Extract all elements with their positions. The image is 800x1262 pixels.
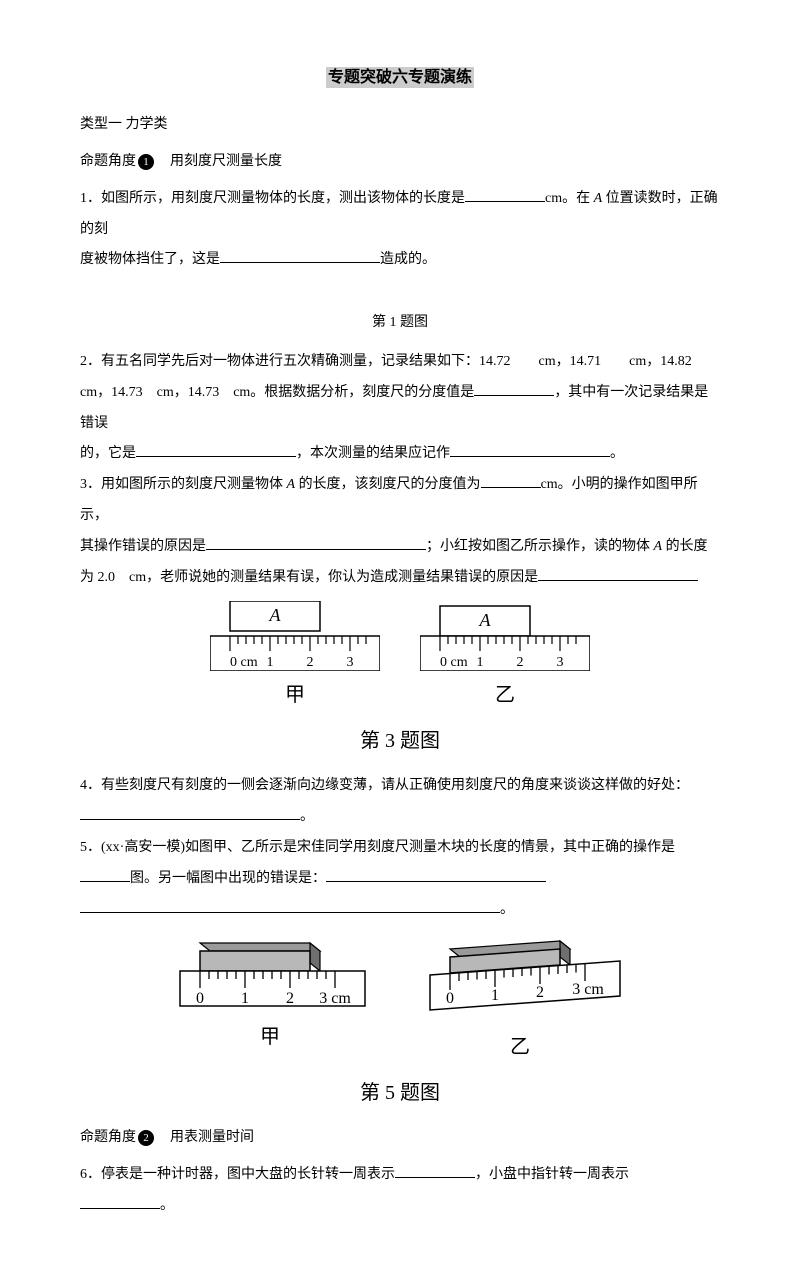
blank[interactable]: [538, 566, 698, 581]
badge-icon: 1: [138, 154, 154, 170]
svg-text:1: 1: [241, 990, 249, 1007]
blank[interactable]: [481, 473, 541, 488]
title-text: 专题突破六专题演练: [326, 67, 474, 88]
svg-text:0 cm: 0 cm: [230, 655, 258, 670]
svg-text:1: 1: [491, 987, 499, 1004]
svg-text:2: 2: [307, 655, 314, 670]
question-3: 3．用如图所示的刻度尺测量物体 A 的长度，该刻度尺的分度值为cm。小明的操作如…: [80, 470, 720, 532]
ruler-yi: A 0 cm 1 2 3 乙: [420, 601, 590, 717]
question-1: 1．如图所示，用刻度尺测量物体的长度，测出该物体的长度是cm。在 A 位置读数时…: [80, 184, 720, 246]
type-section: 类型一 力学类: [80, 110, 720, 141]
svg-text:1: 1: [267, 655, 274, 670]
angle-2: 命题角度2 用表测量时间: [80, 1123, 720, 1154]
blank[interactable]: [80, 805, 300, 820]
svg-text:3 cm: 3 cm: [572, 981, 604, 998]
question-6: 6．停表是一种计时器，图中大盘的长针转一周表示，小盘中指针转一周表示: [80, 1160, 720, 1191]
blank[interactable]: [80, 867, 130, 882]
label-jia: 甲: [210, 673, 380, 717]
blank[interactable]: [136, 442, 296, 457]
question-2-line2: 的，它是，本次测量的结果应记作。: [80, 439, 720, 470]
question-5: 5．(xx·高安一模)如图甲、乙所示是宋佳同学用刻度尺测量木块的长度的情景，其中…: [80, 833, 720, 864]
svg-text:2: 2: [286, 990, 294, 1007]
figure-3: A 0 cm 1 2 3 甲 A: [80, 601, 720, 717]
figure-3-caption: 第 3 题图: [80, 719, 720, 763]
label-yi-5: 乙: [410, 1025, 630, 1069]
svg-text:2: 2: [536, 984, 544, 1001]
box-label: A: [269, 605, 282, 625]
question-5-line3: 。: [80, 895, 720, 926]
question-5-line2: 图。另一幅图中出现的错误是：: [80, 864, 720, 895]
ruler5-jia: 0 1 2 3 cm 甲: [170, 933, 370, 1069]
blank[interactable]: [206, 535, 426, 550]
blank[interactable]: [450, 442, 610, 457]
figure-1-caption: 第 1 题图: [80, 308, 720, 339]
question-6-line2: 。: [80, 1191, 720, 1222]
question-4: 4．有些刻度尺有刻度的一侧会逐渐向边缘变薄，请从正确使用刻度尺的角度来谈谈这样做…: [80, 771, 720, 802]
blank[interactable]: [220, 248, 380, 263]
svg-text:0: 0: [196, 990, 204, 1007]
angle-1: 命题角度1 用刻度尺测量长度: [80, 147, 720, 178]
svg-text:1: 1: [477, 655, 484, 670]
blank[interactable]: [80, 898, 500, 913]
question-4-line2: 。: [80, 802, 720, 833]
blank[interactable]: [80, 1194, 160, 1209]
svg-text:A: A: [479, 610, 492, 630]
label-yi: 乙: [420, 673, 590, 717]
ruler5-yi: 0 1 2 3 cm 乙: [410, 933, 630, 1069]
question-2: 2．有五名同学先后对一物体进行五次精确测量，记录结果如下：14.72 cm，14…: [80, 347, 720, 439]
svg-text:3: 3: [557, 655, 564, 670]
blank[interactable]: [395, 1163, 475, 1178]
svg-text:0 cm: 0 cm: [440, 655, 468, 670]
question-3-line2: 其操作错误的原因是；小红按如图乙所示操作，读的物体 A 的长度为 2.0 cm，…: [80, 532, 720, 594]
label-jia-5: 甲: [170, 1015, 370, 1059]
figure-5-caption: 第 5 题图: [80, 1071, 720, 1115]
figure-5: 0 1 2 3 cm 甲 0 1: [80, 933, 720, 1069]
question-1-line2: 度被物体挡住了，这是造成的。: [80, 245, 720, 276]
blank[interactable]: [326, 867, 546, 882]
svg-text:3 cm: 3 cm: [319, 990, 351, 1007]
blank[interactable]: [474, 381, 554, 396]
svg-text:0: 0: [446, 990, 454, 1007]
badge-icon: 2: [138, 1130, 154, 1146]
svg-text:3: 3: [347, 655, 354, 670]
ruler-jia: A 0 cm 1 2 3 甲: [210, 601, 380, 717]
page-title: 专题突破六专题演练: [80, 60, 720, 95]
svg-text:2: 2: [517, 655, 524, 670]
blank[interactable]: [465, 187, 545, 202]
